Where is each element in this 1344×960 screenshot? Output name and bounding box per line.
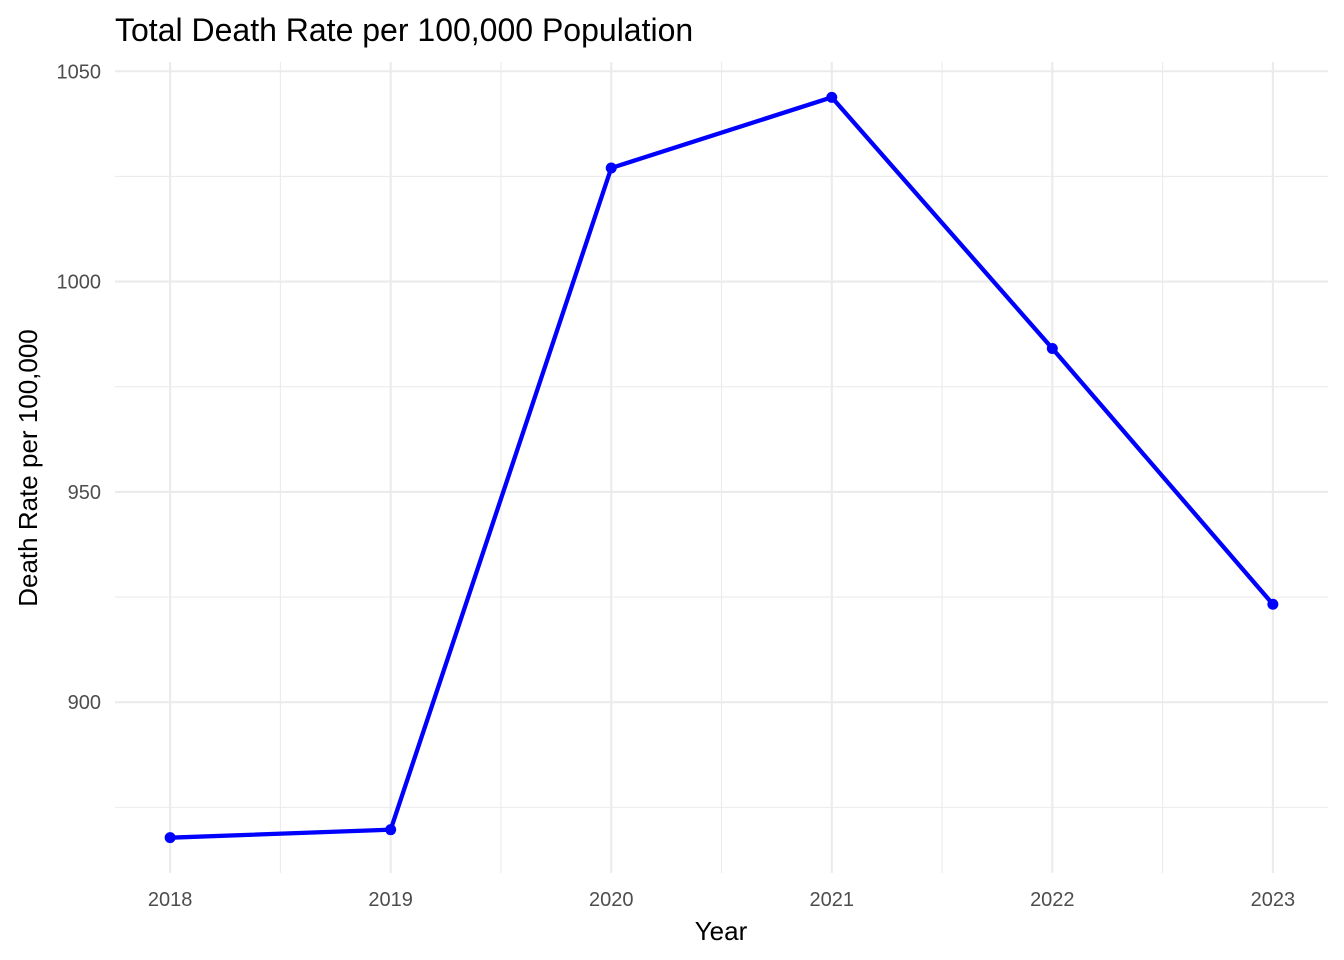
x-tick-label: 2021	[810, 889, 855, 911]
gridlines	[115, 62, 1328, 873]
y-tick-label: 1050	[57, 61, 102, 83]
axis-tick-labels: 900 950 1000 1050 2018 2019 2020 2021 2022 2023	[57, 61, 1296, 911]
x-tick-label: 2019	[368, 889, 413, 911]
x-tick-label: 2020	[589, 889, 634, 911]
data-point	[826, 91, 838, 103]
x-axis-title: Year	[695, 916, 748, 946]
data-point	[1267, 598, 1279, 610]
y-axis-title: Death Rate per 100,000	[13, 329, 43, 607]
data-point	[1046, 342, 1058, 354]
chart-title: Total Death Rate per 100,000 Population	[115, 12, 693, 48]
x-tick-label: 2023	[1251, 889, 1296, 911]
y-tick-label: 1000	[57, 272, 102, 294]
x-tick-label: 2018	[148, 889, 193, 911]
data-point	[385, 824, 397, 836]
y-tick-label: 900	[68, 692, 101, 714]
series-line	[167, 95, 1276, 840]
x-tick-label: 2022	[1030, 889, 1075, 911]
y-tick-label: 950	[68, 482, 101, 504]
data-series	[164, 91, 1279, 844]
data-point	[605, 162, 617, 174]
data-point	[164, 832, 176, 844]
